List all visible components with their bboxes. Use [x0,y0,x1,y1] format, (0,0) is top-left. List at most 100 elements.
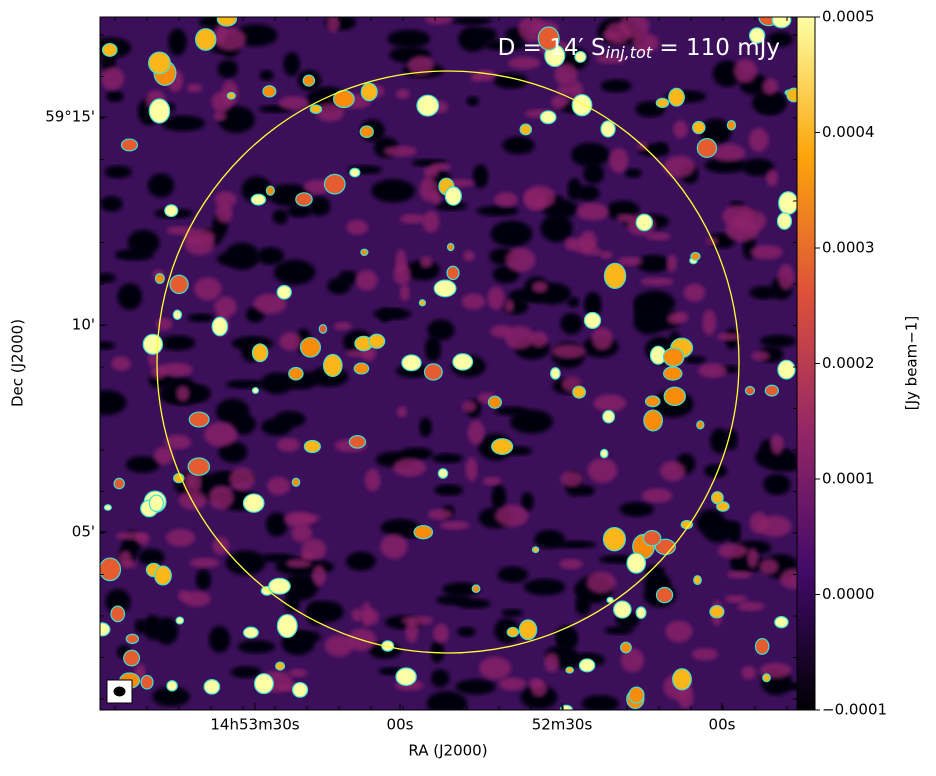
dark-patch [159,335,196,351]
emission [100,17,797,710]
dark-patch [259,70,274,81]
source [359,125,374,139]
source [275,661,286,671]
dark-patch [575,594,591,616]
faint-patch [640,277,674,286]
dark-patch [152,686,191,707]
source [299,336,322,358]
source [360,82,378,102]
dark-patch [208,625,231,653]
faint-patch [508,56,541,70]
source [125,633,139,645]
source [309,104,323,114]
faint-patch [733,59,758,84]
dark-patch [466,96,479,107]
faint-patch [380,533,408,559]
source [444,186,462,206]
faint-patch [461,293,486,310]
dark-patch [581,695,619,710]
source [253,673,274,695]
dark-patch [114,249,154,261]
dark-patch [567,296,580,308]
source [318,324,328,334]
dark-patch [419,417,433,437]
faint-patch [665,620,693,643]
faint-patch [100,66,124,91]
faint-patch [748,127,769,153]
faint-patch [150,365,167,380]
faint-patch [111,356,131,371]
faint-patch [433,623,449,644]
dark-patch [510,409,553,434]
dark-patch [147,173,175,198]
source [774,616,789,629]
source [662,366,683,381]
faint-patch [467,420,485,445]
dark-patch [683,355,706,364]
dark-patch [704,157,748,174]
source [696,138,718,158]
source [268,577,291,595]
faint-patch [401,615,434,626]
source [242,493,265,513]
faint-patch [777,264,795,291]
faint-patch [430,162,451,171]
source [571,94,593,117]
faint-patch [288,668,308,678]
source [142,333,164,355]
source [148,98,171,124]
dark-patch [501,608,524,617]
faint-patch [470,72,482,82]
faint-patch [364,468,381,492]
colorbar-label: [Jy beam−1] [903,316,921,410]
faint-patch [346,219,368,235]
faint-patch [153,446,174,465]
dark-patch [574,485,595,497]
faint-patch [717,543,748,559]
faint-patch [759,558,779,575]
source [655,97,670,109]
faint-patch [716,332,741,341]
dark-patch [560,312,583,335]
source [606,596,614,604]
region-circle [156,70,740,654]
dark-patch [231,413,256,435]
dark-patch [273,259,316,285]
source [353,362,370,375]
faint-patch [383,145,418,157]
source [203,679,221,695]
dark-patch [327,277,351,295]
faint-patch [184,234,215,255]
dark-patch [371,179,416,203]
faint-patch [531,280,548,294]
faint-patch [363,608,379,625]
dark-patch [138,548,165,566]
source [423,363,443,381]
source [549,367,561,380]
source [418,299,427,307]
faint-patch [186,83,203,93]
source [690,251,701,261]
source [433,279,457,298]
dark-patch [261,417,293,436]
x-tick-label: 14h53m30s [210,716,299,734]
dark-patch [100,390,127,416]
faint-patch [733,209,767,233]
source [250,193,267,206]
dark-patch [483,39,526,51]
faint-patch [641,488,673,503]
faint-patch [663,155,696,178]
dark-patch [225,379,268,389]
faint-patch [673,120,688,139]
faint-patch [208,485,235,510]
source [771,17,792,29]
source [154,273,165,284]
faint-patch [683,283,706,302]
faint-patch [135,532,150,545]
dark-patch [653,141,668,155]
source [349,167,361,178]
source [101,42,118,57]
faint-patch [609,147,629,173]
source [172,309,183,321]
